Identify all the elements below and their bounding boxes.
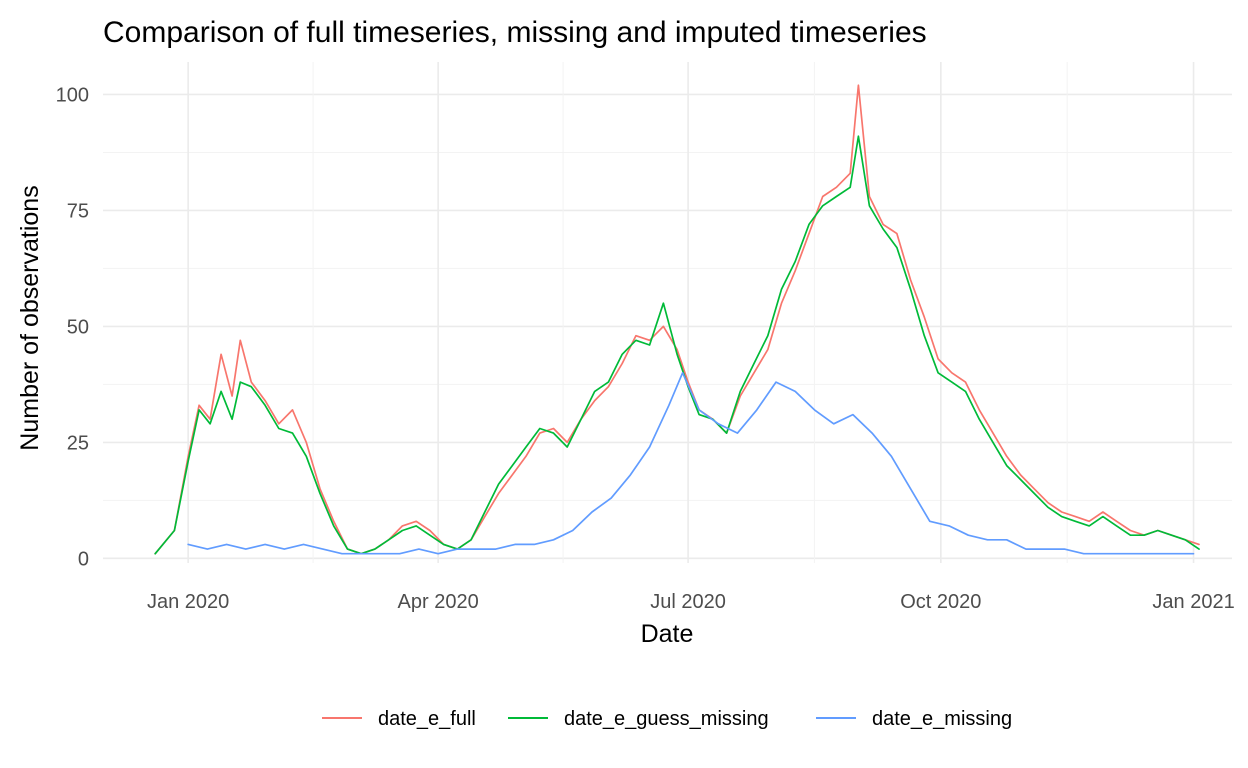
y-tick-label: 100 (56, 84, 89, 106)
y-tick-label: 25 (67, 432, 89, 454)
x-tick-label: Jan 2020 (147, 591, 229, 613)
x-tick-label: Jul 2020 (650, 591, 726, 613)
y-axis-ticks: 0 25 50 75 100 (56, 84, 89, 570)
y-tick-label: 50 (67, 316, 89, 338)
chart-title: Comparison of full timeseries, missing a… (103, 16, 927, 49)
legend: date_e_full date_e_guess_missing date_e_mi… (322, 708, 1012, 730)
y-tick-label: 75 (67, 200, 89, 222)
series-line-date-e-full (154, 84, 1200, 555)
legend-label-date-e-missing: date_e_missing (872, 708, 1012, 730)
legend-label-date-e-full: date_e_full (378, 708, 476, 730)
y-axis-title: Number of observations (16, 185, 44, 450)
series-line-date-e-guess-missing (154, 135, 1200, 555)
grid (103, 62, 1232, 563)
y-tick-label: 0 (78, 548, 89, 570)
legend-label-date-e-guess-missing: date_e_guess_missing (564, 708, 769, 730)
x-tick-label: Jan 2021 (1152, 591, 1234, 613)
x-axis-title: Date (641, 620, 694, 648)
x-axis-ticks: Jan 2020 Apr 2020 Jul 2020 Oct 2020 Jan 2021 (147, 591, 1235, 613)
series-line-date-e-missing (187, 371, 1195, 555)
x-tick-label: Apr 2020 (398, 591, 479, 613)
x-tick-label: Oct 2020 (900, 591, 981, 613)
series-group (154, 84, 1200, 555)
